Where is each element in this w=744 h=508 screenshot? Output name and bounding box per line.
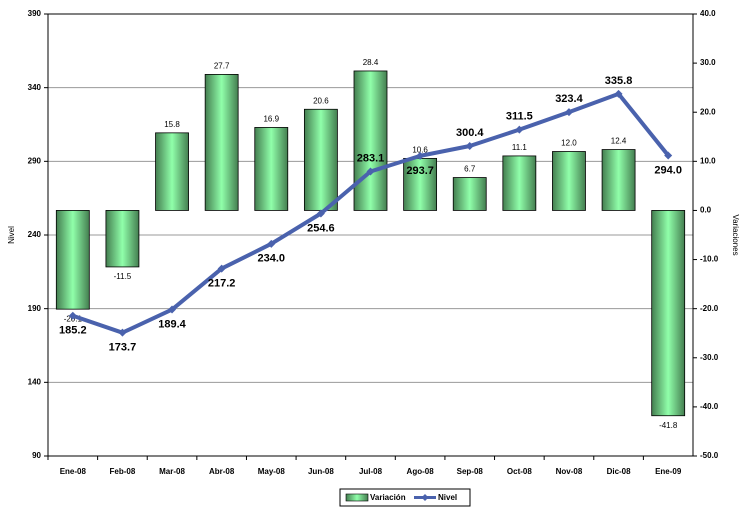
y2-tick-label: -10.0: [700, 255, 719, 264]
bar: [651, 210, 686, 417]
line-value-label: 294.0: [654, 164, 682, 176]
x-tick-label: Oct-08: [507, 467, 532, 476]
bar-value-label: 15.8: [164, 120, 180, 129]
bar-value-label: 16.9: [263, 115, 279, 124]
line-value-label: 311.5: [506, 111, 533, 123]
bar-value-label: 27.7: [214, 62, 230, 71]
x-tick-label: Dic-08: [607, 467, 632, 476]
x-tick-label: Nov-08: [556, 467, 583, 476]
x-tick-label: Ene-09: [655, 467, 682, 476]
x-tick-label: Mar-08: [159, 467, 185, 476]
line-marker: [267, 239, 276, 248]
line-marker: [118, 328, 127, 337]
line-value-label: 217.2: [208, 277, 236, 289]
line-value-label: 234.0: [258, 253, 286, 265]
line-marker: [366, 167, 375, 176]
bar-value-label: 6.7: [464, 165, 476, 174]
bar: [353, 70, 388, 211]
y-tick-label: 90: [32, 451, 41, 460]
bar: [452, 177, 487, 211]
line-value-label: 173.7: [109, 342, 137, 354]
y-tick-label: 240: [28, 230, 42, 239]
line-value-label: 283.1: [357, 152, 385, 164]
bar-value-label: -11.5: [114, 272, 132, 281]
legend-swatch-marker: [421, 494, 429, 501]
y2-tick-label: 40.0: [700, 9, 716, 18]
y2-tick-label: 20.0: [700, 107, 716, 116]
line-marker: [316, 209, 325, 218]
y2-axis-label: Variaciones: [731, 214, 740, 255]
line-value-label: 335.8: [605, 75, 633, 87]
bar: [303, 108, 338, 211]
y2-tick-label: 30.0: [700, 58, 716, 67]
bar: [105, 210, 140, 268]
line-marker: [217, 264, 226, 273]
bar: [552, 151, 586, 211]
bar-value-label: 20.6: [313, 96, 329, 105]
x-tick-label: Sep-08: [457, 467, 484, 476]
x-tick-label: Ago-08: [407, 467, 435, 476]
line-marker: [614, 89, 623, 98]
y-tick-label: 340: [28, 83, 42, 92]
y2-tick-label: -50.0: [700, 451, 719, 460]
line-value-label: 300.4: [456, 127, 484, 139]
legend-swatch: [345, 493, 369, 502]
bar-value-label: 28.4: [363, 58, 379, 67]
bar: [204, 74, 239, 211]
line-value-label: 293.7: [406, 165, 434, 177]
line-value-label: 254.6: [307, 222, 335, 234]
line-marker: [564, 108, 573, 117]
y-tick-label: 140: [28, 377, 42, 386]
bar: [254, 127, 289, 211]
line-value-label: 323.4: [555, 93, 583, 105]
legend-box: [339, 488, 471, 507]
line-marker: [416, 151, 425, 160]
y-tick-label: 390: [28, 9, 42, 18]
bar: [55, 210, 90, 310]
bar-value-label: 12.0: [561, 139, 577, 148]
line-marker: [465, 142, 474, 151]
bar: [403, 157, 438, 211]
x-tick-label: Ene-08: [60, 467, 87, 476]
line-marker: [168, 305, 177, 314]
y2-tick-label: -40.0: [700, 402, 719, 411]
bar: [502, 155, 537, 211]
plot-frame: [47, 13, 694, 457]
line-value-label: 189.4: [158, 318, 186, 330]
x-tick-label: Abr-08: [209, 467, 235, 476]
bar-value-label: 11.1: [512, 143, 528, 152]
x-tick-label: May-08: [258, 467, 286, 476]
bar: [601, 149, 636, 211]
y2-tick-label: 10.0: [700, 156, 716, 165]
legend-label: Variación: [370, 493, 406, 502]
y-axis-label: Nivel: [7, 226, 16, 244]
bar-value-label: -41.8: [659, 421, 678, 430]
y2-tick-label: 0.0: [700, 206, 712, 215]
bar-value-label: 10.6: [412, 145, 428, 154]
x-tick-label: Jul-08: [359, 467, 383, 476]
x-tick-label: Feb-08: [110, 467, 136, 476]
bar-value-label: 12.4: [611, 137, 627, 146]
legend: Variación Nivel: [339, 488, 471, 507]
legend-label: Nivel: [438, 493, 457, 502]
bar: [155, 132, 189, 211]
y2-tick-label: -20.0: [700, 304, 719, 313]
y-tick-label: 290: [28, 156, 42, 165]
x-tick-label: Jun-08: [308, 467, 334, 476]
y-tick-label: 190: [28, 304, 42, 313]
line-marker: [68, 311, 77, 320]
line-marker: [664, 151, 673, 160]
y2-tick-label: -30.0: [700, 353, 719, 362]
line-marker: [515, 125, 524, 134]
line-value-label: 185.2: [59, 325, 87, 337]
